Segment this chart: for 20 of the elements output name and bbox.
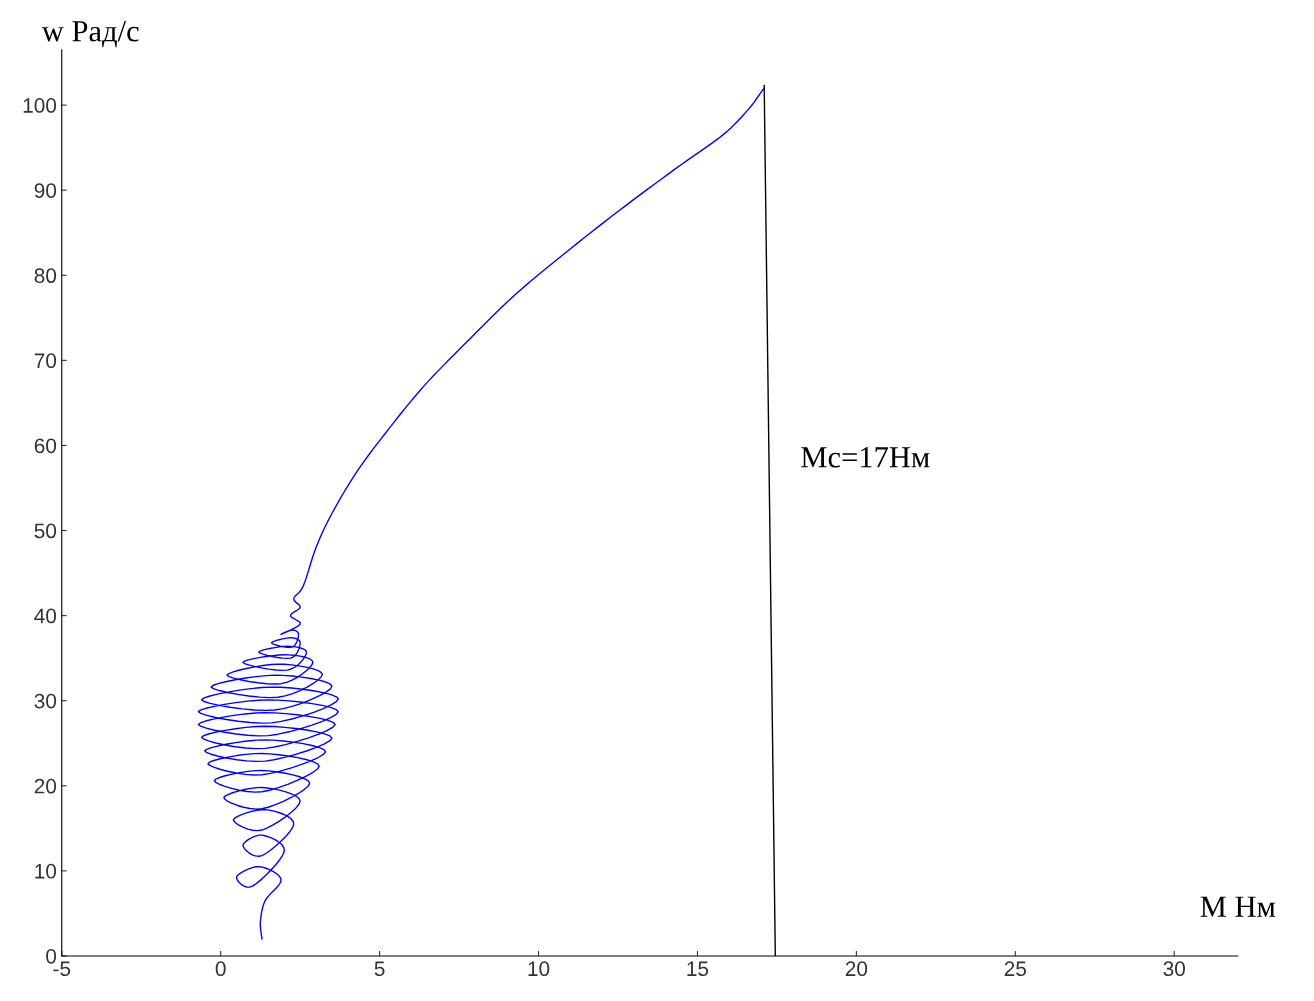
x-tick-label: 25 [1004, 961, 1027, 977]
y-tick-label: 80 [34, 268, 57, 284]
y-tick-label: 100 [23, 98, 57, 113]
y-tick-label: 70 [34, 353, 57, 369]
y-tick-label: 30 [34, 693, 57, 709]
x-tick-label: 20 [845, 961, 868, 977]
y-tick-label: 20 [34, 778, 57, 794]
x-tick-label: 0 [215, 961, 226, 977]
y-tick-label: 50 [34, 523, 57, 539]
x-tick-label: 15 [687, 961, 709, 977]
y-tick-label: 40 [34, 608, 57, 624]
x-axis-title: М Нм [1200, 896, 1276, 917]
x-tick-label: 5 [374, 961, 385, 977]
x-tick-label: 10 [528, 961, 550, 977]
y-tick-label: 90 [34, 183, 57, 198]
annotation: Мс=17Нм [801, 447, 930, 468]
x-tick-label: 30 [1163, 961, 1185, 977]
y-tick-label: 60 [34, 438, 57, 454]
y-axis-title: w Рад/с [41, 21, 139, 48]
y-tick-label: 10 [35, 863, 57, 879]
